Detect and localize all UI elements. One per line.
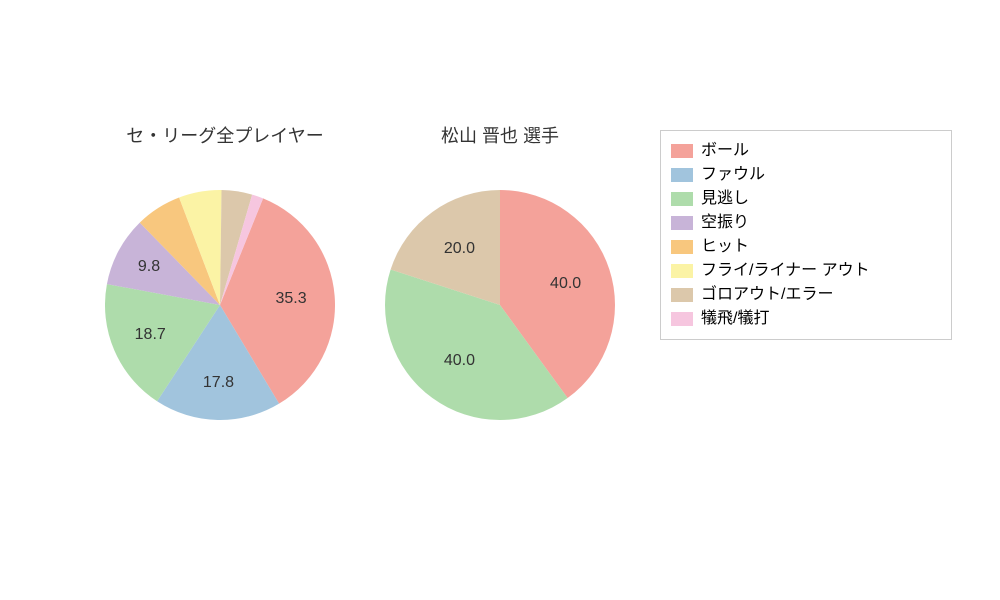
pie-label-foul: 17.8 [203,374,234,392]
legend-label-swing_miss: 空振り [701,211,749,235]
legend-item-ground_err: ゴロアウト/エラー [671,283,941,307]
legend-label-hit: ヒット [701,235,749,259]
pie-label-ball: 40.0 [550,275,581,293]
legend-item-foul: ファウル [671,163,941,187]
pie-label-look: 40.0 [444,352,475,370]
pie-label-swing_miss: 9.8 [138,258,160,276]
pie-label-look: 18.7 [135,326,166,344]
pie-label-ball: 35.3 [276,290,307,308]
legend-swatch-foul [671,168,693,182]
legend-swatch-look [671,192,693,206]
legend-item-swing_miss: 空振り [671,211,941,235]
chart-stage: セ・リーグ全プレイヤー 松山 晋也 選手 35.3 17.8 18.7 9.8 40.… [0,0,1000,600]
legend-swatch-sac [671,312,693,326]
legend-label-foul: ファウル [701,163,765,187]
legend-item-hit: ヒット [671,235,941,259]
pie-svg [385,190,615,420]
legend-swatch-hit [671,240,693,254]
legend-label-fly_liner: フライ/ライナー アウト [701,259,870,283]
legend-label-ground_err: ゴロアウト/エラー [701,283,833,307]
chart-title-left: セ・リーグ全プレイヤー [126,122,323,148]
legend-label-look: 見逃し [701,187,749,211]
legend-item-sac: 犠飛/犠打 [671,307,941,331]
legend-label-ball: ボール [701,139,749,163]
legend-label-sac: 犠飛/犠打 [701,307,769,331]
legend: ボールファウル見逃し空振りヒットフライ/ライナー アウトゴロアウト/エラー犠飛/… [660,130,952,340]
legend-swatch-swing_miss [671,216,693,230]
pie-label-ground_err: 20.0 [444,240,475,258]
legend-swatch-ground_err [671,288,693,302]
chart-title-right: 松山 晋也 選手 [441,122,559,148]
legend-item-fly_liner: フライ/ライナー アウト [671,259,941,283]
legend-swatch-fly_liner [671,264,693,278]
legend-item-ball: ボール [671,139,941,163]
pie-chart-left: 35.3 17.8 18.7 9.8 [105,190,335,420]
legend-swatch-ball [671,144,693,158]
pie-chart-right: 40.0 40.0 20.0 [385,190,615,420]
legend-item-look: 見逃し [671,187,941,211]
